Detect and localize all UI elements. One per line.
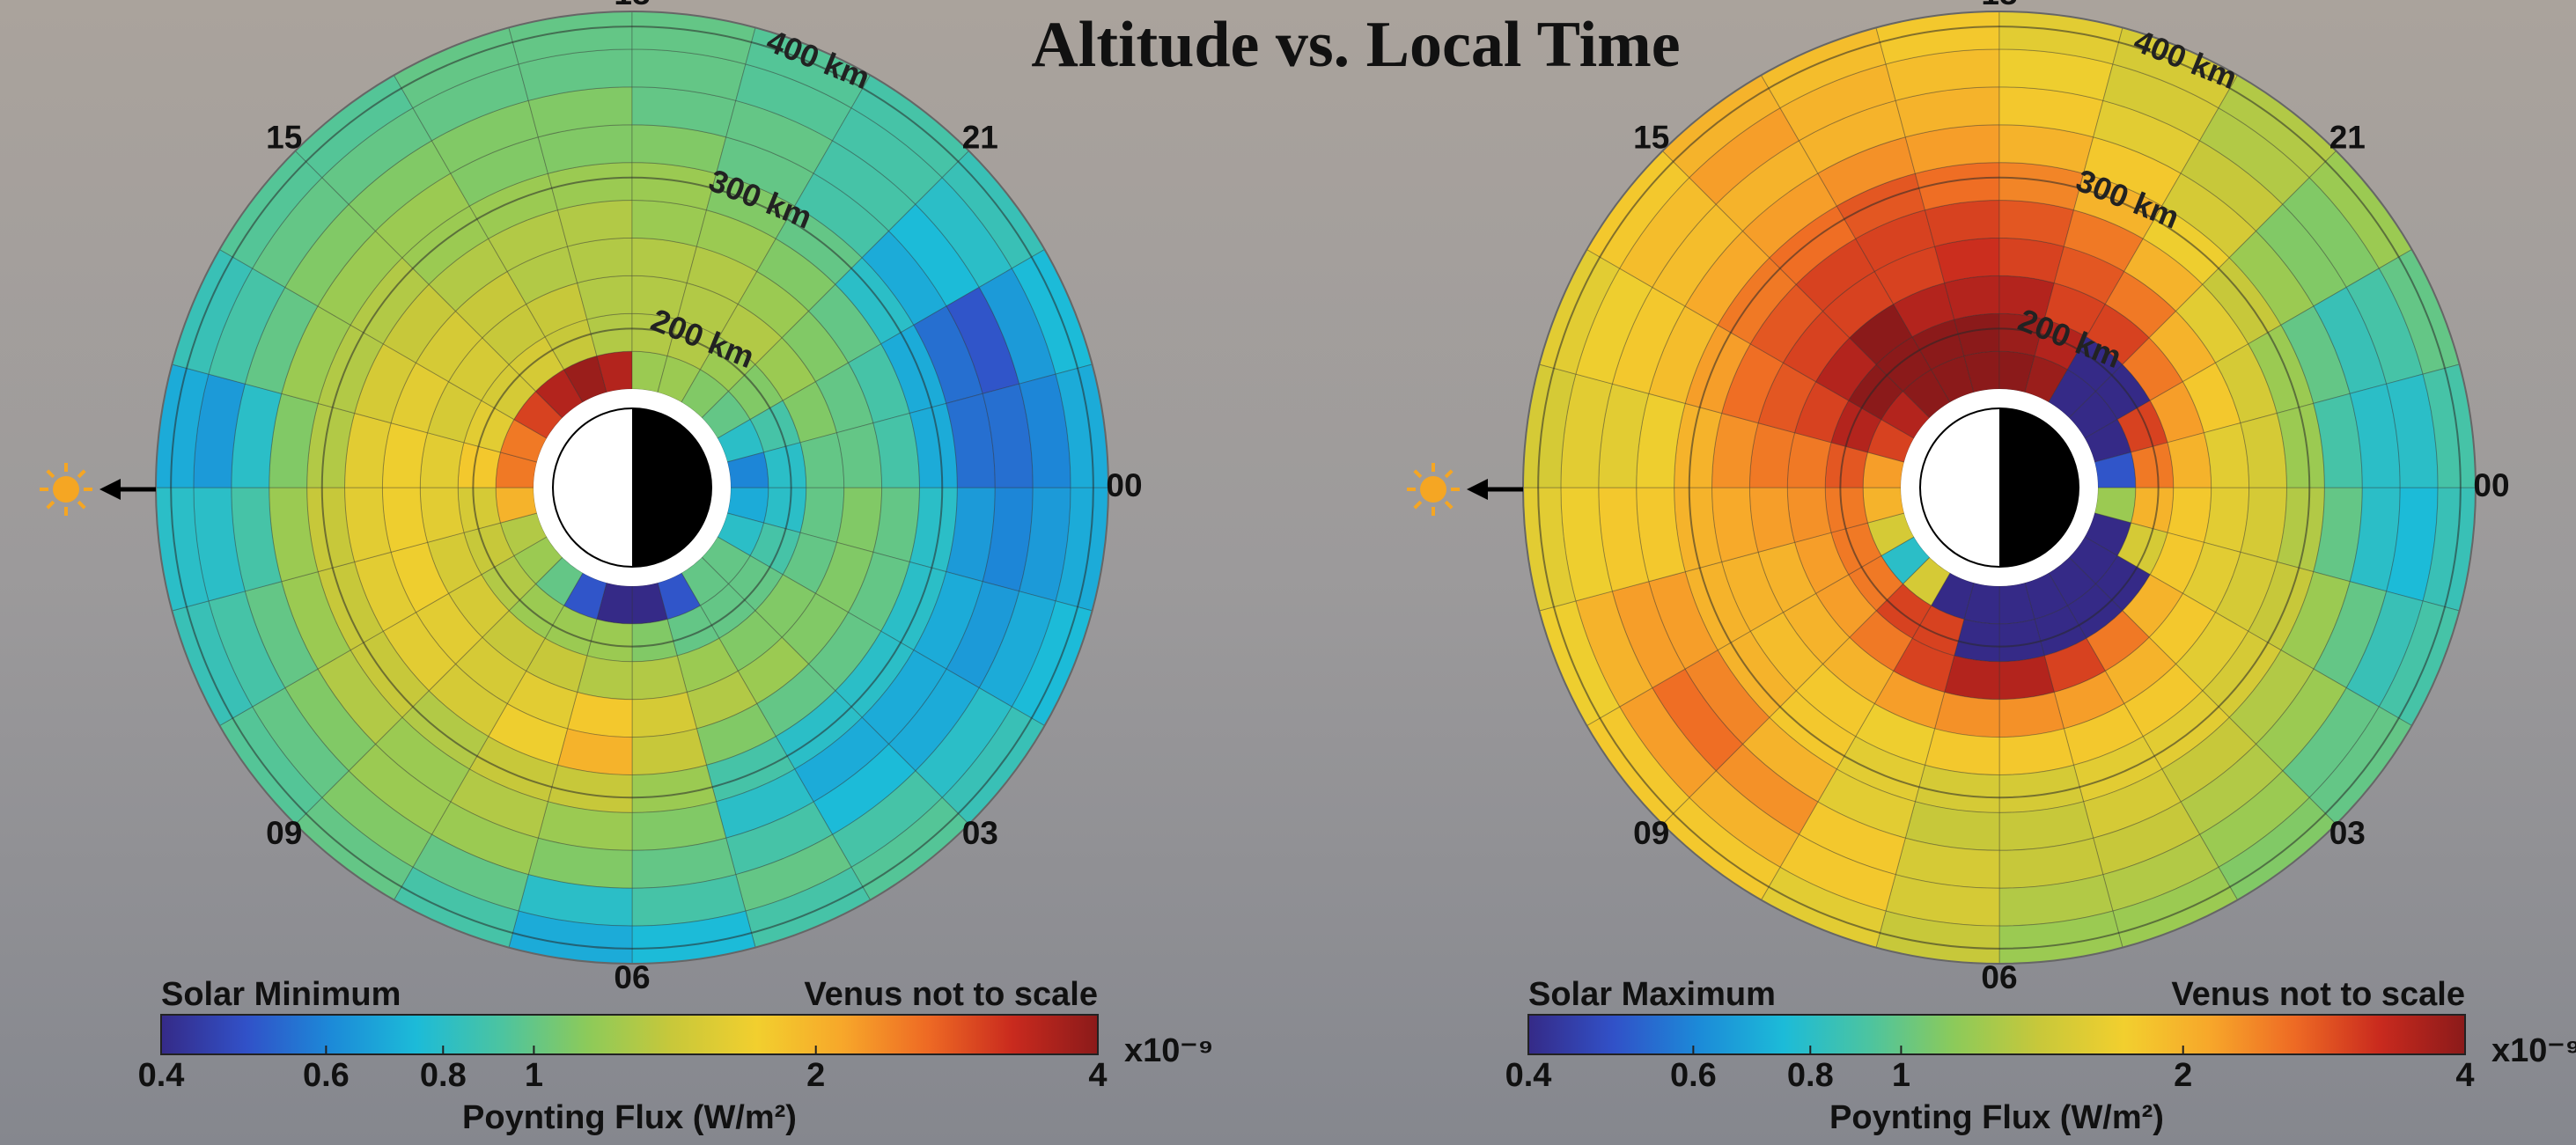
heat-cell [1935,238,1999,283]
sun-icon [1407,463,1460,516]
heat-cell [420,488,464,542]
heat-cell [1749,423,1794,488]
heat-cell [1749,488,1794,552]
heat-cell [836,488,881,552]
colorbar-tick-label: 2 [2174,1057,2192,1094]
sun-disc [1420,476,1446,503]
heat-cell [800,433,844,488]
theta-tick-label: 09 [1633,815,1669,851]
heat-cell [1999,238,2064,283]
theta-tick-label: 06 [1981,959,2017,995]
heat-cell [382,488,427,552]
theta-tick-label: 00 [2473,467,2509,503]
panel-note: Venus not to scale [2171,976,2465,1013]
colorbar-tick-label: 0.8 [1787,1057,1834,1094]
theta-tick-label: 21 [962,120,998,156]
colorbar-scale: x10⁻⁹ [2491,1032,2576,1069]
colorbar-tick-label: 4 [2455,1057,2474,1094]
heat-cell [1935,692,1999,737]
panel-subtitle: Solar Maximum [1528,976,1776,1013]
theta-tick-label: 00 [1106,467,1142,503]
colorbar-tick-label: 0.6 [303,1057,350,1094]
figure-title: Altitude vs. Local Time [1031,9,1680,81]
colorbar [161,1015,1098,1054]
heat-cell [1945,275,1999,319]
colorbar-tick-label: 0.4 [138,1057,185,1094]
heat-cell [2204,488,2248,552]
sun-icon [40,463,92,516]
colorbar-scale: x10⁻⁹ [1124,1032,1214,1069]
colorbar-tick-label: 1 [525,1057,543,1094]
heat-cell [568,692,632,737]
colorbar-tick-label: 0.6 [1670,1057,1717,1094]
sun-disc [53,476,79,503]
theta-tick-label: 15 [266,120,302,156]
heat-cell [2204,423,2248,488]
colorbar-label: Poynting Flux (W/m²) [1829,1099,2164,1136]
theta-tick-label: 03 [962,815,998,851]
heat-cell [1999,656,2054,700]
colorbar-tick-label: 4 [1088,1057,1107,1094]
colorbar-tick-label: 2 [806,1057,825,1094]
page: Altitude vs. Local Time 200 km300 km400 … [0,0,2576,1145]
heat-cell [578,275,632,319]
colorbar-tick-label: 0.8 [420,1057,467,1094]
theta-tick-label: 18 [1981,0,2017,11]
theta-tick-label: 09 [266,815,302,851]
heat-cell [836,423,881,488]
heat-cell [1787,488,1831,542]
heat-cell [632,656,687,700]
figure: Altitude vs. Local Time 200 km300 km400 … [0,0,2576,1145]
colorbar-tick-label: 0.4 [1505,1057,1552,1094]
panel-subtitle: Solar Minimum [161,976,401,1013]
heat-cell [1999,692,2064,737]
theta-tick-label: 18 [614,0,650,11]
theta-tick-label: 03 [2329,815,2366,851]
theta-tick-label: 15 [1633,120,1669,156]
theta-tick-label: 06 [614,959,650,995]
theta-tick-label: 21 [2329,120,2366,156]
heat-cell [632,238,696,283]
colorbar-label: Poynting Flux (W/m²) [462,1099,797,1136]
heat-cell [632,692,696,737]
heat-cell [2168,433,2212,488]
heat-cell [382,423,427,488]
heat-cell [568,238,632,283]
colorbar [1528,1015,2465,1054]
panel-note: Venus not to scale [804,976,1098,1013]
colorbar-tick-label: 1 [1892,1057,1910,1094]
